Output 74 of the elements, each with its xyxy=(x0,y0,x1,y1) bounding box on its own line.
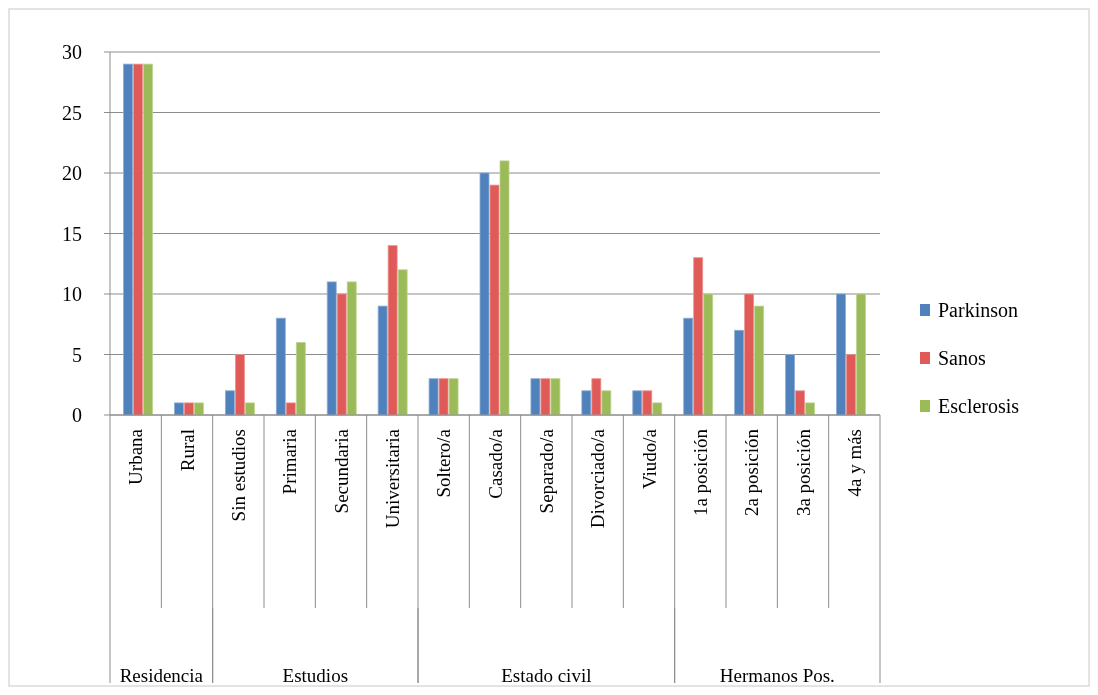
bar xyxy=(642,390,653,416)
bar xyxy=(805,402,815,416)
bar xyxy=(336,293,347,416)
bar xyxy=(275,317,286,416)
text: Residencia xyxy=(119,665,204,686)
x-tick-label: Soltero/a xyxy=(433,428,455,498)
y-tick-label: 5 xyxy=(72,343,82,366)
y-tick-label: 20 xyxy=(62,162,82,184)
bar xyxy=(244,402,255,416)
bar xyxy=(785,354,795,416)
legend-label: Parkinson xyxy=(938,299,1018,321)
bar xyxy=(581,390,592,416)
y-tick-label: 10 xyxy=(62,283,82,305)
bar xyxy=(479,172,490,416)
legend-label: Sanos xyxy=(938,347,986,369)
bar xyxy=(194,402,204,416)
bar xyxy=(530,378,541,416)
y-tick-label: 0 xyxy=(72,404,82,426)
text: Estado civil xyxy=(501,665,592,686)
bar xyxy=(489,184,500,416)
bar xyxy=(754,305,765,416)
bar xyxy=(683,317,694,416)
bar xyxy=(744,293,755,416)
x-tick-label: Sin estudios xyxy=(227,429,249,522)
bar xyxy=(632,390,643,416)
bar xyxy=(326,281,337,416)
bar xyxy=(428,378,439,416)
x-tick-label: Secundaria xyxy=(330,428,352,514)
y-tick-label: 15 xyxy=(62,222,82,245)
bar xyxy=(285,402,296,416)
y-tick-label: 30 xyxy=(62,41,82,63)
bar xyxy=(143,63,153,416)
x-tick-label: Universitaria xyxy=(381,428,403,529)
x-tick-label: Divorciado/a xyxy=(587,428,609,529)
bar xyxy=(224,390,235,416)
text: Hermanos Pos. xyxy=(719,665,835,686)
bar xyxy=(550,378,561,416)
x-tick-label: Casado/a xyxy=(484,428,506,499)
bar xyxy=(693,257,704,416)
bar xyxy=(346,281,357,416)
x-tick-label: 3a posición xyxy=(792,428,814,517)
bar xyxy=(438,378,449,416)
bar xyxy=(184,402,194,416)
bar xyxy=(856,293,866,416)
bar xyxy=(703,293,714,416)
bar xyxy=(377,305,388,416)
x-tick-label: Rural xyxy=(176,429,198,472)
bar xyxy=(499,160,510,416)
y-tick-label: 25 xyxy=(62,101,82,124)
bar xyxy=(133,63,143,416)
x-tick-label: Urbana xyxy=(125,428,147,485)
x-tick-label: Separado/a xyxy=(535,428,557,514)
bar xyxy=(652,402,663,416)
bar xyxy=(795,390,805,416)
bar xyxy=(540,378,551,416)
bar xyxy=(123,63,133,416)
bar xyxy=(295,342,306,416)
x-tick-label: Viudo/a xyxy=(638,428,660,490)
x-tick-label: 2a posición xyxy=(741,428,763,517)
x-tick-label: 4a y más xyxy=(843,429,865,497)
bar xyxy=(234,354,245,416)
legend-label: Esclerosis xyxy=(938,395,1020,417)
x-tick-label: 1a posición xyxy=(689,428,711,517)
bar xyxy=(448,378,459,416)
bar xyxy=(397,269,408,416)
bar xyxy=(846,354,856,416)
bar xyxy=(591,378,602,416)
bar xyxy=(387,245,398,416)
bar xyxy=(836,293,846,416)
bar xyxy=(601,390,612,416)
text: Estudios xyxy=(282,665,349,686)
bar xyxy=(174,402,184,416)
x-tick-label: Primaria xyxy=(279,428,301,495)
bar xyxy=(734,329,745,416)
